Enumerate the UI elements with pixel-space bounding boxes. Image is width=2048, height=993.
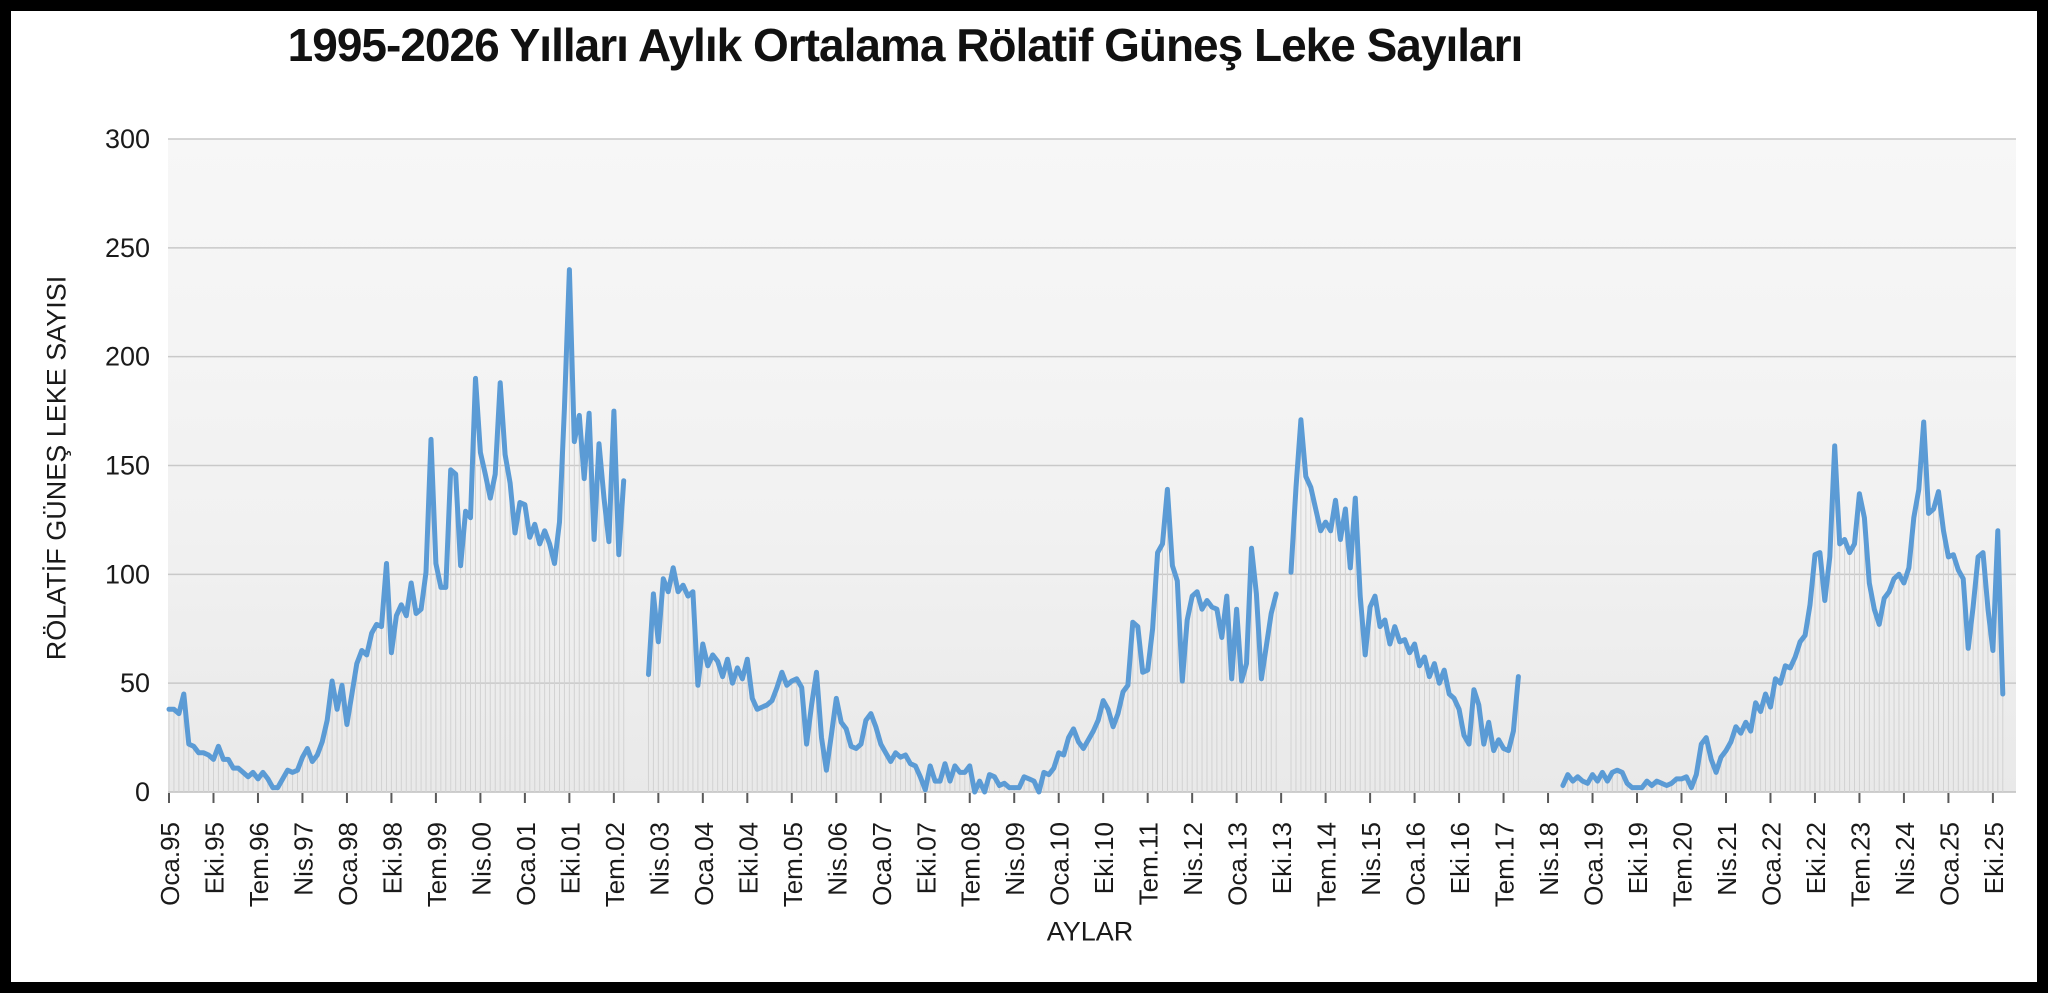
horizontal-gridlines [168, 138, 2016, 793]
x-tick-label: Oca.13 [1223, 822, 1253, 906]
x-tick-label: Nis.00 [466, 822, 496, 896]
x-tick-label: Oca.16 [1401, 822, 1431, 906]
x-tick-label: Eki.22 [1801, 822, 1831, 894]
x-tick-label: Eki.10 [1089, 822, 1119, 894]
x-tick-label: Eki.95 [199, 822, 229, 894]
x-tick-label: Oca.95 [155, 822, 185, 906]
drop-lines [168, 269, 2004, 792]
x-tick-label: Oca.19 [1579, 822, 1609, 906]
x-tick-label: Tem.99 [422, 822, 452, 907]
y-axis-title: RÖLATİF GÜNEŞ LEKE SAYISI [41, 275, 72, 661]
x-tick-label: Nis.03 [644, 822, 674, 896]
y-tick-label: 0 [135, 777, 150, 807]
x-tick-label: Oca.10 [1045, 822, 1075, 906]
x-tick-label: Nis.15 [1356, 822, 1386, 896]
x-tick-label: Eki.07 [911, 822, 941, 894]
x-tick-label: Oca.25 [1934, 822, 1964, 906]
x-tick-label: Tem.17 [1490, 822, 1520, 907]
x-tick-label: Nis.24 [1890, 822, 1920, 896]
x-tick-label: Tem.11 [1134, 822, 1164, 905]
chart-title: 1995-2026 Yılları Aylık Ortalama Rölatif… [287, 19, 1524, 71]
x-axis-title: AYLAR [1046, 916, 1134, 947]
x-axis-tick-labels: Oca.95 Eki.95 Tem.96 Nis.97 Oca.98 Eki.98 Tem.… [155, 822, 2009, 907]
x-tick-label: Nis.97 [288, 822, 318, 896]
x-tick-label: Tem.20 [1668, 822, 1698, 907]
x-tick-label: Tem.08 [956, 822, 986, 907]
x-tick-label: Tem.14 [1312, 822, 1342, 907]
y-tick-label: 250 [105, 233, 150, 263]
x-tick-label: Eki.25 [1979, 822, 2009, 894]
x-tick-label: Oca.22 [1756, 822, 1786, 906]
series-path [166, 267, 2006, 795]
y-tick-label: 50 [120, 668, 150, 698]
x-tick-label: Nis.06 [822, 822, 852, 896]
x-tick-label: Eki.13 [1267, 822, 1297, 894]
y-tick-label: 200 [105, 342, 150, 372]
x-tick-label: Oca.04 [689, 822, 719, 906]
x-tick-label: Oca.98 [333, 822, 363, 906]
sunspot-line-series [166, 267, 2006, 795]
x-tick-label: Oca.01 [511, 822, 541, 906]
x-tick-label: Tem.23 [1845, 822, 1875, 907]
x-tick-label: Eki.04 [733, 822, 763, 894]
y-axis-tick-labels: 0 50 100 150 200 250 300 [105, 124, 150, 807]
x-tick-label: Eki.01 [555, 822, 585, 894]
x-tick-label: Eki.16 [1445, 822, 1475, 894]
y-tick-label: 100 [105, 559, 150, 589]
y-tick-label: 150 [105, 451, 150, 481]
x-tick-label: Tem.02 [600, 822, 630, 907]
x-tick-label: Tem.05 [778, 822, 808, 907]
x-tick-label: Nis.21 [1712, 822, 1742, 896]
x-tick-label: Eki.98 [377, 822, 407, 894]
x-tick-label: Nis.18 [1534, 822, 1564, 896]
x-tick-label: Nis.12 [1178, 822, 1208, 896]
x-tick-label: Oca.07 [867, 822, 897, 906]
x-tick-label: Nis.09 [1000, 822, 1030, 896]
y-tick-label: 300 [105, 124, 150, 154]
x-tick-label: Tem.96 [244, 822, 274, 907]
x-tick-label: Eki.19 [1623, 822, 1653, 894]
x-axis-tick-marks [168, 793, 1994, 803]
